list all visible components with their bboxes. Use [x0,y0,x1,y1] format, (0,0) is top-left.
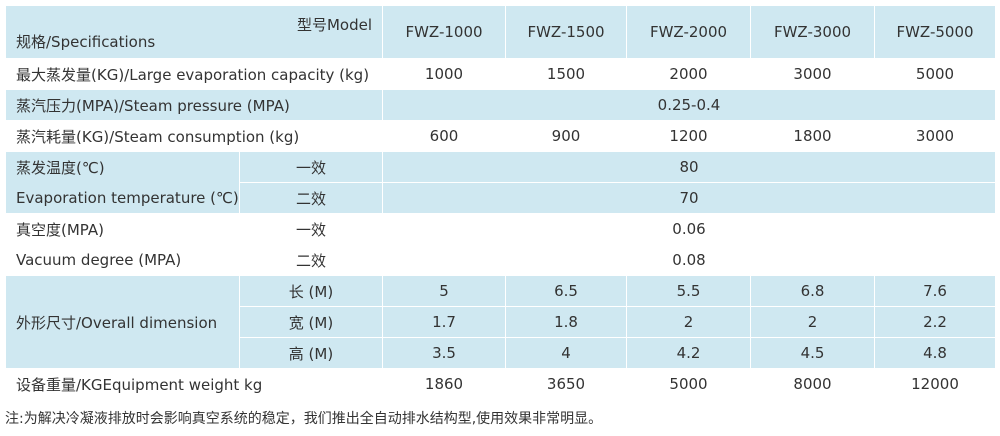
model-header: FWZ-1000 [382,5,506,59]
table-row: 设备重量/KGEquipment weight kg 1860 3650 500… [5,368,996,400]
header-spec-cell: 型号Model 规格/Specifications [5,5,383,59]
row-label: 最大蒸发量(KG)/Large evaporation capacity (kg… [5,58,383,90]
cell-value: 3650 [505,368,627,400]
model-header: FWZ-2000 [626,5,751,59]
model-header: FWZ-3000 [750,5,875,59]
table-row: 二效 0.08 [6,244,996,276]
cell-value: 2 [750,306,875,338]
cell-value: 6.8 [750,275,875,307]
row-label: 外形尺寸/Overall dimension [5,275,240,369]
model-header: FWZ-5000 [874,5,996,59]
table-row: 最大蒸发量(KG)/Large evaporation capacity (kg… [5,58,996,90]
cell-value: 5 [382,275,506,307]
cell-value: 4.5 [750,337,875,369]
cell-value: 600 [382,120,506,152]
model-header: FWZ-1500 [505,5,627,59]
cell-value: 4 [505,337,627,369]
row-label-cn: 真空度(MPA) [16,220,104,239]
table-row: 高 (M) 3.5 4 4.2 4.5 4.8 [6,337,996,369]
cell-value: 2 [626,306,751,338]
cell-value: 900 [505,120,627,152]
cell-value: 1.7 [382,306,506,338]
cell-value: 8000 [750,368,875,400]
sub-label: 一效 [239,213,383,245]
table-row: 蒸汽压力(MPA)/Steam pressure (MPA) 0.25-0.4 [5,89,996,121]
table-row: 蒸汽耗量(KG)/Steam consumption (kg) 600 900 … [5,120,996,152]
table-row: 真空度(MPA) Vacuum degree (MPA) 一效 0.06 [5,213,996,276]
row-label-en: Evaporation temperature (℃) [16,188,239,207]
sub-label: 长 (M) [239,275,383,307]
row-label: 蒸汽压力(MPA)/Steam pressure (MPA) [5,89,383,121]
sub-label: 二效 [239,244,383,276]
cell-value: 1500 [505,58,627,90]
footnote: 注:为解决冷凝液排放时会影响真空系统的稳定，我们推出全自动排水结构型,使用效果非… [5,411,603,427]
cell-value: 80 [382,151,996,183]
cell-value: 6.5 [505,275,627,307]
cell-value: 3000 [750,58,875,90]
row-label: 真空度(MPA) Vacuum degree (MPA) [5,213,240,276]
header-row: 型号Model 规格/Specifications FWZ-1000 FWZ-1… [5,5,996,59]
sub-label: 二效 [239,182,383,214]
row-label-en: Vacuum degree (MPA) [16,250,182,269]
row-label: 蒸发温度(℃) Evaporation temperature (℃) [5,151,240,214]
sub-label: 宽 (M) [239,306,383,338]
cell-value: 2000 [626,58,751,90]
cell-value: 3000 [874,120,996,152]
cell-value: 5.5 [626,275,751,307]
row-label: 蒸汽耗量(KG)/Steam consumption (kg) [5,120,383,152]
cell-value: 1800 [750,120,875,152]
row-label: 设备重量/KGEquipment weight kg [5,368,383,400]
cell-value: 1200 [626,120,751,152]
cell-value: 1000 [382,58,506,90]
cell-value: 5000 [874,58,996,90]
sub-label: 高 (M) [239,337,383,369]
cell-value: 0.06 [382,213,996,245]
sub-label: 一效 [239,151,383,183]
cell-value: 4.2 [626,337,751,369]
cell-value: 7.6 [874,275,996,307]
model-label: 型号Model [296,16,372,34]
cell-value: 1.8 [505,306,627,338]
table-row: 外形尺寸/Overall dimension 长 (M) 5 6.5 5.5 6… [5,275,996,369]
spec-label: 规格/Specifications [16,33,156,51]
spec-table: 型号Model 规格/Specifications FWZ-1000 FWZ-1… [5,5,996,400]
cell-value: 0.25-0.4 [382,89,996,121]
cell-value: 4.8 [874,337,996,369]
row-label-cn: 蒸发温度(℃) [16,158,105,177]
cell-value: 0.08 [382,244,996,276]
cell-value: 1860 [382,368,506,400]
cell-value: 70 [382,182,996,214]
cell-value: 3.5 [382,337,506,369]
table-row: 蒸发温度(℃) Evaporation temperature (℃) 一效 8… [5,151,996,214]
cell-value: 5000 [626,368,751,400]
cell-value: 12000 [874,368,996,400]
cell-value: 2.2 [874,306,996,338]
